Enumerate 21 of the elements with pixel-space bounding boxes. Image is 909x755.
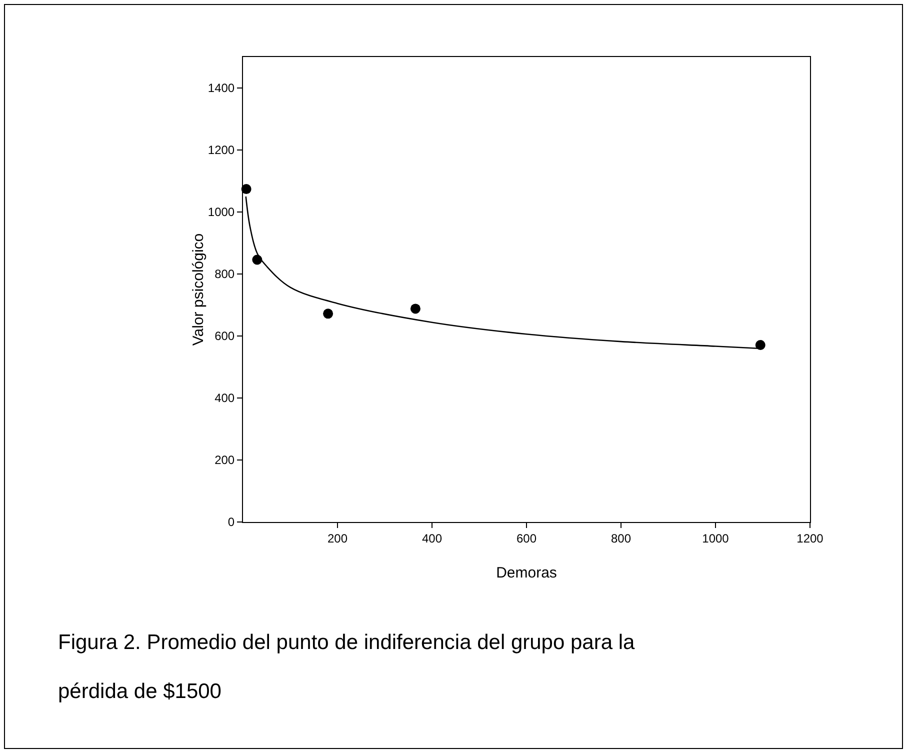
x-tick-label: 600 xyxy=(516,531,537,546)
text: Figura 2. Promedio del punto de indiferencia del grupo para la pérdida de $1500 xyxy=(58,631,635,703)
y-tick-label: 400 xyxy=(214,391,235,406)
point xyxy=(241,184,252,194)
point xyxy=(410,304,420,314)
point xyxy=(323,308,334,319)
y-tick-label: 1000 xyxy=(208,205,235,220)
y-tick-label: 800 xyxy=(214,267,235,282)
x-axis-title: Demoras xyxy=(496,564,557,582)
y-axis-title: Valor psicológico xyxy=(190,233,207,346)
y-tick-label: 0 xyxy=(228,515,235,530)
x-tick-label: 800 xyxy=(610,531,632,546)
y-tick-label: 1200 xyxy=(208,143,235,158)
x-tick-label: 1000 xyxy=(702,531,730,546)
y-tick-label: 1400 xyxy=(208,81,235,96)
x-tick-label: 400 xyxy=(422,531,442,546)
x-tick-label: 200 xyxy=(327,531,348,546)
y-tick-label: 200 xyxy=(214,453,235,468)
point xyxy=(755,340,766,350)
x-tick-label: 1200 xyxy=(796,531,824,546)
y-tick-label: 600 xyxy=(214,329,235,344)
